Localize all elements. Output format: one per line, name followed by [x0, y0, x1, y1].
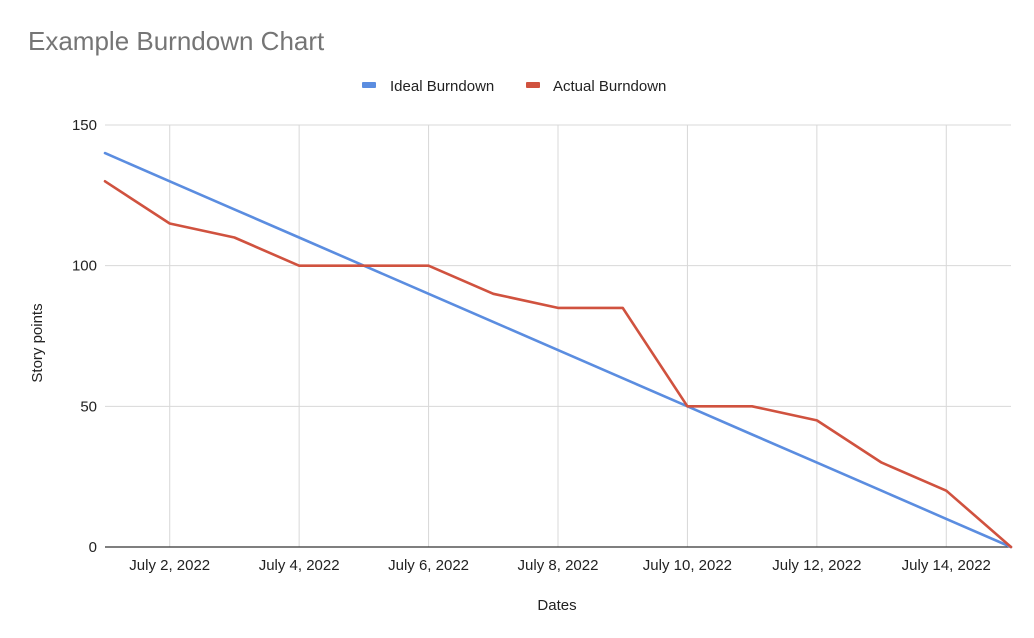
- legend-label: Ideal Burndown: [390, 78, 494, 95]
- series-lines: [103, 151, 1013, 549]
- y-tick-label: 100: [72, 258, 97, 275]
- x-axis-ticks: July 2, 2022 July 4, 2022 July 6, 2022 July…: [129, 557, 991, 574]
- series-line-0: [103, 151, 1013, 549]
- x-tick-label: July 6, 2022: [388, 557, 469, 574]
- legend: Ideal Burndown Actual Burndown: [362, 78, 666, 95]
- series-line-1: [103, 180, 1013, 549]
- x-tick-label: July 14, 2022: [902, 557, 991, 574]
- y-tick-label: 50: [80, 398, 97, 415]
- y-axis-label: Story points: [29, 303, 46, 382]
- legend-swatch: [362, 82, 376, 88]
- legend-label: Actual Burndown: [553, 78, 666, 95]
- gridlines: [105, 124, 1011, 548]
- x-tick-label: July 12, 2022: [772, 557, 861, 574]
- x-tick-label: July 2, 2022: [129, 557, 210, 574]
- y-tick-label: 0: [89, 539, 97, 556]
- x-tick-label: July 4, 2022: [259, 557, 340, 574]
- legend-swatch: [526, 82, 540, 88]
- chart-title: Example Burndown Chart: [28, 26, 325, 56]
- y-tick-label: 150: [72, 117, 97, 134]
- x-tick-label: July 8, 2022: [518, 557, 599, 574]
- y-axis-ticks: 0 50 100 150: [72, 117, 97, 556]
- x-tick-label: July 10, 2022: [643, 557, 732, 574]
- x-axis-label: Dates: [537, 597, 576, 614]
